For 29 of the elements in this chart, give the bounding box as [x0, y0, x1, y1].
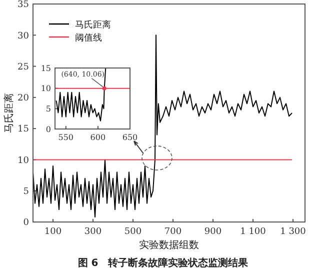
y-tick-label: 0: [23, 218, 30, 228]
x-tick-label: 550: [58, 133, 74, 142]
line-series: [56, 68, 106, 122]
caption: 图 6 转子断条故障实验状态监测结果: [78, 257, 250, 269]
y-tick-label: 0: [46, 124, 51, 134]
y-tick-label: 5: [23, 187, 30, 198]
y-tick-label: 25: [18, 62, 30, 72]
y-tick-label: 10: [18, 156, 30, 166]
line-series: [33, 34, 292, 218]
y-tick-label: 15: [40, 64, 51, 73]
x-tick-label: 500: [124, 227, 142, 237]
x-tick-label: 900: [204, 227, 222, 237]
x-axis-title: 实验数据组数: [139, 239, 199, 251]
y-tick-label: 20: [18, 94, 30, 104]
x-tick-label: 100: [44, 227, 62, 237]
y-tick-label: 35: [18, 0, 30, 10]
y-tick-label: 5: [46, 104, 51, 114]
y-tick-label: 30: [18, 31, 30, 42]
legend-label: 阈值线: [75, 32, 102, 44]
legend-label: 马氏距离: [75, 20, 111, 30]
y-tick-label: 15: [18, 124, 30, 135]
x-tick-label: 700: [164, 227, 182, 237]
x-tick-label: 650: [122, 133, 138, 142]
x-tick-label: 600: [90, 133, 106, 142]
x-tick-label: 1 300: [280, 227, 306, 237]
x-tick-label: 1 100: [240, 227, 266, 237]
y-axis-title: 马氏距离: [3, 93, 15, 133]
x-tick-label: 300: [84, 227, 102, 237]
y-tick-label: 10: [40, 84, 51, 94]
